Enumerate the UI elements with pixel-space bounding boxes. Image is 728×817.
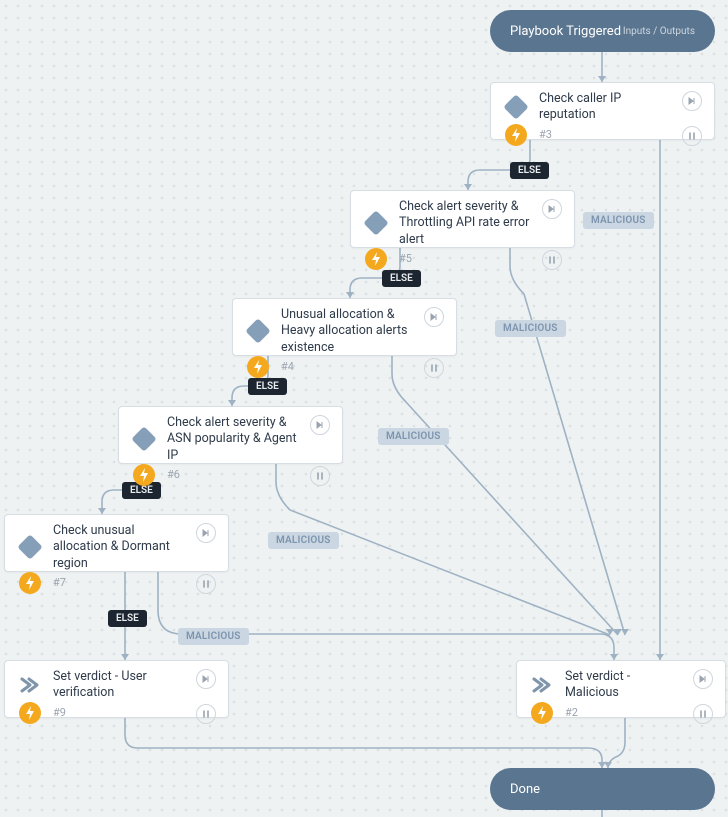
node-n6[interactable]: Check alert severity & ASN popularity & … (118, 406, 343, 464)
done-node[interactable]: Done (490, 768, 715, 810)
node-n3[interactable]: Check caller IP reputation #3 (490, 82, 715, 140)
malicious-branch-label[interactable]: MALICIOUS (495, 320, 566, 337)
skip-icon[interactable] (310, 415, 334, 435)
playbook-triggered-node[interactable]: Playbook Triggered Inputs / Outputs (490, 10, 715, 52)
bolt-icon (19, 702, 41, 724)
bolt-icon (19, 572, 41, 594)
node-tag: #5 (399, 252, 536, 265)
pause-icon[interactable] (542, 250, 566, 270)
diamond-icon (131, 427, 156, 452)
node-tag: #7 (53, 576, 190, 589)
pill-title: Playbook Triggered (510, 24, 623, 39)
pause-icon[interactable] (310, 466, 334, 486)
else-branch-label[interactable]: ELSE (108, 610, 147, 627)
malicious-branch-label[interactable]: MALICIOUS (378, 428, 449, 445)
node-tag: #2 (565, 706, 687, 719)
diamond-icon (245, 319, 270, 344)
pause-icon[interactable] (424, 358, 448, 378)
node-title: Check alert severity & ASN popularity & … (167, 415, 304, 464)
node-n2[interactable]: Set verdict - Malicious #2 (516, 660, 726, 718)
malicious-branch-label[interactable]: MALICIOUS (268, 532, 339, 549)
pause-icon[interactable] (693, 704, 717, 724)
bolt-icon (531, 702, 553, 724)
node-title: Set verdict - Malicious (565, 669, 687, 702)
node-n7[interactable]: Check unusual allocation & Dormant regio… (4, 514, 229, 572)
diamond-icon (363, 211, 388, 236)
skip-icon[interactable] (682, 91, 706, 111)
node-n4[interactable]: Unusual allocation & Heavy allocation al… (232, 298, 457, 356)
chevron-icon (525, 677, 559, 693)
bolt-icon (365, 248, 387, 270)
else-branch-label[interactable]: ELSE (510, 162, 549, 179)
io-label[interactable]: Inputs / Outputs (623, 26, 695, 37)
skip-icon[interactable] (196, 669, 220, 689)
node-title: Check unusual allocation & Dormant regio… (53, 523, 190, 572)
skip-icon[interactable] (542, 199, 566, 219)
node-title: Check alert severity & Throttling API ra… (399, 199, 536, 248)
malicious-branch-label[interactable]: MALICIOUS (583, 212, 654, 229)
bolt-icon (247, 356, 269, 378)
node-tag: #3 (539, 128, 676, 141)
node-title: Check caller IP reputation (539, 91, 676, 124)
node-n9[interactable]: Set verdict - User verification #9 (4, 660, 229, 718)
skip-icon[interactable] (424, 307, 448, 327)
skip-icon[interactable] (196, 523, 220, 543)
pause-icon[interactable] (682, 126, 706, 146)
node-tag: #6 (167, 468, 304, 481)
diamond-icon (503, 95, 528, 120)
bolt-icon (505, 124, 527, 146)
malicious-branch-label[interactable]: MALICIOUS (178, 628, 249, 645)
node-title: Set verdict - User verification (53, 669, 190, 702)
node-title: Unusual allocation & Heavy allocation al… (281, 307, 418, 356)
chevron-icon (13, 677, 47, 693)
bolt-icon (133, 464, 155, 486)
skip-icon[interactable] (693, 669, 717, 689)
pill-title: Done (510, 782, 695, 797)
pause-icon[interactable] (196, 704, 220, 724)
pause-icon[interactable] (196, 574, 220, 594)
node-tag: #9 (53, 706, 190, 719)
diamond-icon (17, 535, 42, 560)
node-tag: #4 (281, 360, 418, 373)
node-n5[interactable]: Check alert severity & Throttling API ra… (350, 190, 575, 248)
